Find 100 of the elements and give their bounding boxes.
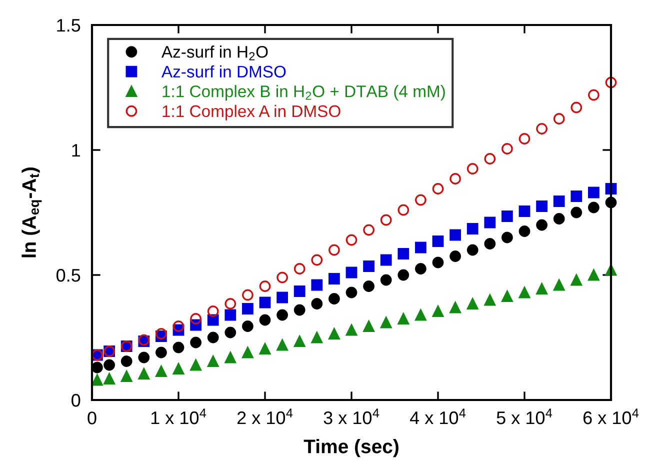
point [502, 143, 513, 154]
point [242, 346, 254, 358]
point [450, 229, 461, 241]
point [120, 370, 132, 382]
point [346, 324, 358, 336]
point [120, 356, 132, 367]
point [398, 269, 410, 281]
point [466, 244, 478, 256]
point [259, 296, 271, 308]
point [138, 368, 150, 380]
point [328, 273, 340, 284]
point [242, 289, 254, 301]
x-tick-label: 6 x 10$^{4}$ [583, 408, 639, 424]
x-tick-label: 1 x 10$^{4}$ [151, 408, 206, 424]
point [536, 200, 548, 212]
point [311, 332, 323, 344]
point [380, 274, 392, 286]
point [398, 313, 410, 324]
point [328, 244, 340, 256]
point [502, 290, 513, 302]
point [588, 186, 600, 198]
point [363, 280, 374, 292]
point [466, 163, 478, 174]
point [553, 113, 565, 124]
point [484, 294, 496, 306]
point [570, 274, 582, 286]
point [553, 213, 565, 224]
point [570, 190, 582, 202]
point [518, 286, 530, 298]
point [156, 328, 167, 340]
point [276, 272, 288, 284]
point [190, 336, 202, 348]
point [346, 286, 358, 298]
point [380, 316, 392, 328]
point [328, 293, 340, 304]
point [518, 206, 530, 217]
point [172, 342, 184, 354]
y-tick-label: 1 [72, 144, 80, 157]
point [450, 302, 461, 314]
point [536, 123, 548, 134]
point [346, 234, 358, 246]
x-tick-label: 3 x 10$^{4}$ [324, 408, 380, 424]
point [432, 236, 444, 247]
point [276, 309, 288, 321]
point [588, 269, 600, 281]
point [518, 133, 530, 144]
point [588, 89, 600, 101]
point [363, 260, 374, 272]
legend-label: Az-surf in H$_{2}$O [161, 46, 268, 60]
point [259, 314, 271, 326]
point [172, 363, 184, 374]
point [363, 320, 374, 332]
y-tick-label: 1.5 [57, 19, 80, 32]
point [276, 339, 288, 351]
point [415, 242, 426, 254]
point [450, 250, 461, 262]
point [172, 320, 184, 332]
point [588, 202, 600, 214]
point [553, 196, 565, 207]
point [380, 254, 392, 266]
point [363, 224, 374, 236]
point [536, 219, 548, 231]
point [156, 346, 167, 358]
point [484, 238, 496, 250]
point [294, 336, 306, 347]
point [398, 204, 410, 216]
point [466, 223, 478, 234]
point [242, 303, 254, 314]
point [294, 263, 306, 274]
point [502, 232, 513, 244]
x-tick-label: 0 [88, 412, 96, 424]
point [570, 206, 582, 218]
point [190, 313, 202, 324]
point [156, 366, 167, 377]
point [294, 304, 306, 316]
point [502, 210, 513, 222]
point [346, 266, 358, 278]
y-tick-label: 0 [72, 394, 80, 407]
legend-label: 1:1 Complex A in DMSO [162, 104, 340, 120]
point [259, 343, 271, 354]
x-axis-title: Time (sec) [304, 439, 398, 458]
point [432, 306, 444, 317]
legend-label: Az-surf in DMSO [161, 65, 286, 78]
point [553, 279, 565, 291]
point [415, 194, 426, 206]
point [224, 352, 236, 364]
point [415, 263, 426, 274]
point [311, 254, 323, 266]
point [311, 298, 323, 310]
point [207, 306, 219, 317]
legend-label: 1:1 Complex B in H$_{2}$O + DTAB (4 mM) [162, 85, 445, 101]
point [259, 280, 271, 292]
point [484, 153, 496, 164]
point [570, 102, 582, 114]
point [432, 183, 444, 194]
point [518, 226, 530, 237]
point [207, 332, 219, 344]
point [294, 286, 306, 297]
point [450, 173, 461, 184]
point [605, 76, 617, 88]
